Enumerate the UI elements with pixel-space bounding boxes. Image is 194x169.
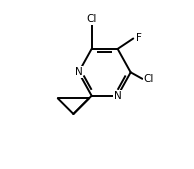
Text: N: N (114, 91, 121, 101)
Text: Cl: Cl (144, 74, 154, 84)
Text: Cl: Cl (87, 14, 97, 24)
Text: F: F (136, 33, 142, 43)
Text: N: N (75, 67, 82, 77)
